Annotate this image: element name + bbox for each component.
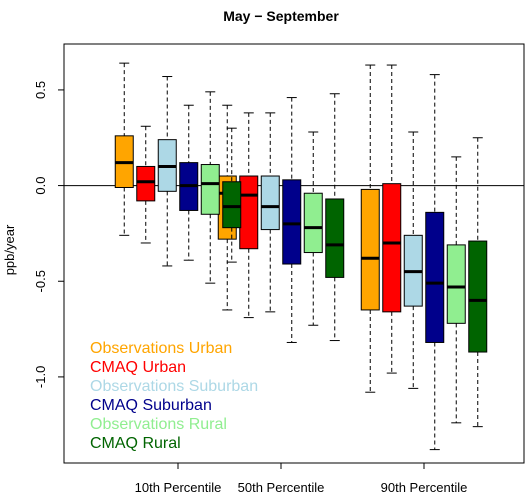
box-group <box>325 93 345 342</box>
box-body <box>360 188 380 311</box>
box-group <box>136 125 156 244</box>
box-group <box>468 137 488 428</box>
box-group <box>446 156 466 424</box>
y-axis-label: ppb/year <box>2 224 17 275</box>
box-group <box>282 97 302 343</box>
x-tick-label: 50th Percentile <box>238 480 325 495</box>
box-body <box>382 183 402 313</box>
box-body <box>282 179 302 265</box>
y-tick-label: -1.0 <box>33 366 48 388</box>
x-tick-label: 10th Percentile <box>135 480 222 495</box>
box-body <box>136 165 156 202</box>
x-tick-label: 90th Percentile <box>381 480 468 495</box>
box-body <box>200 164 220 215</box>
legend-entry: Observations Urban <box>90 340 232 357</box>
box-group <box>403 131 423 389</box>
box-group <box>157 76 177 267</box>
legend-entry: CMAQ Urban <box>90 359 186 376</box>
box-group <box>222 127 242 263</box>
plot-frame <box>63 43 525 464</box>
box-group <box>425 74 445 451</box>
chart-title: May − September <box>223 8 339 24</box>
box-group <box>360 64 380 393</box>
box-group <box>200 91 220 284</box>
box-group <box>382 64 402 374</box>
legend: Observations Urban CMAQ Urban Observations… <box>90 340 258 452</box>
legend-entry: Observations Rural <box>90 416 227 433</box>
legend-entry: Observations Suburban <box>90 378 258 395</box>
box-group <box>239 112 259 319</box>
box-group <box>179 104 199 261</box>
box-body <box>222 181 242 229</box>
box-body <box>239 175 259 250</box>
box-group <box>303 131 323 326</box>
y-tick-label: 0.0 <box>33 177 48 195</box>
legend-entry: CMAQ Suburban <box>90 397 212 414</box>
box-body <box>425 211 445 343</box>
box-body <box>468 240 488 353</box>
box-body <box>260 175 280 231</box>
legend-entry: CMAQ Rural <box>90 435 181 452</box>
y-tick-label: -0.5 <box>33 270 48 292</box>
box-body <box>325 198 345 278</box>
box-body <box>303 192 323 254</box>
y-tick-label: 0.5 <box>33 81 48 99</box>
axis-layer: 0.5 0.0 -0.5 -1.0 10th Percentile 50th Percen… <box>33 81 467 495</box>
box-body <box>446 244 466 324</box>
box-layer <box>114 62 488 451</box>
box-group <box>114 62 134 236</box>
box-group <box>260 112 280 313</box>
